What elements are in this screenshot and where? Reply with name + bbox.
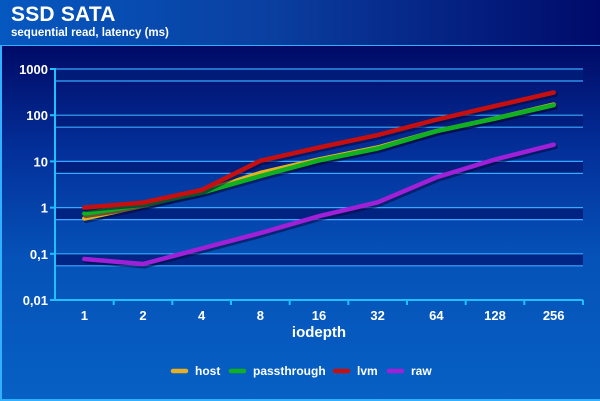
y-tick-label: 0,01 xyxy=(23,293,48,308)
legend-label: host xyxy=(195,364,220,378)
y-tick-label: 0,1 xyxy=(30,247,48,262)
grid-band xyxy=(55,253,583,266)
grid-band xyxy=(55,115,583,128)
axes xyxy=(50,68,584,305)
x-tick-label: 2 xyxy=(139,308,146,323)
series-lines xyxy=(82,90,558,269)
x-tick-label: 4 xyxy=(198,308,206,323)
series-shadow-raw xyxy=(83,144,558,269)
x-tick-labels: 1 2 4 8 16 32 64 128 256 xyxy=(81,308,565,323)
grid-band xyxy=(55,69,583,81)
series-line-lvm xyxy=(82,90,556,210)
x-tick-label: 8 xyxy=(257,308,264,323)
legend-item-raw: raw xyxy=(386,364,432,378)
series-line-raw xyxy=(82,142,556,267)
x-tick-label: 64 xyxy=(429,308,444,323)
legend-label: lvm xyxy=(357,364,378,378)
x-tick-label: 32 xyxy=(370,308,384,323)
legend-label: raw xyxy=(411,364,432,378)
y-tick-label: 10 xyxy=(34,154,48,169)
x-axis-label: iodepth xyxy=(292,324,346,341)
x-tick-label: 1 xyxy=(81,308,88,323)
y-tick-labels: 1000 100 10 1 0,1 0,01 xyxy=(19,62,48,308)
grid-band xyxy=(55,207,583,220)
grid-bands xyxy=(55,69,583,266)
series-shadow-lvm xyxy=(83,92,558,213)
grid-band xyxy=(55,161,583,174)
legend-item-host: host xyxy=(170,364,220,378)
x-tick-label: 128 xyxy=(484,308,506,323)
chart-subtitle: sequential read, latency (ms) xyxy=(11,27,169,39)
chart-title: SSD SATA xyxy=(11,3,116,26)
y-tick-label: 1000 xyxy=(19,62,48,77)
x-tick-label: 256 xyxy=(543,308,565,323)
x-tick-label: 16 xyxy=(312,308,326,323)
y-tick-label: 1 xyxy=(41,201,48,216)
legend-item-lvm: lvm xyxy=(332,364,378,378)
y-tick-label: 100 xyxy=(26,108,48,123)
legend-label: passthrough xyxy=(253,364,326,378)
legend-item-passthrough: passthrough xyxy=(228,364,326,378)
legend: host passthrough lvm raw xyxy=(170,364,432,378)
